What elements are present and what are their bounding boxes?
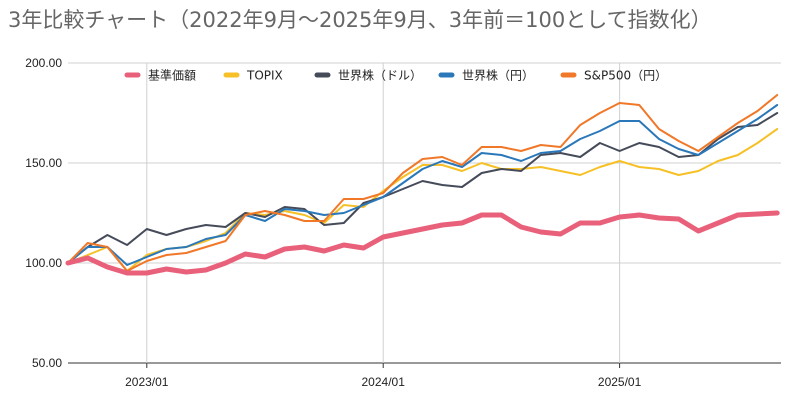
y-tick-label: 100.00	[25, 256, 62, 270]
legend: 基準価額 TOPIX 世界株（ドル） 世界株（円） S&P500（円）	[124, 68, 667, 83]
y-tick-label: 200.00	[25, 56, 62, 70]
legend-item-label: 基準価額	[148, 68, 196, 83]
series-layer	[65, 94, 780, 276]
y-tick-label: 50.00	[32, 356, 62, 370]
chart-title: 3年比較チャート（2022年9月〜2025年9月、3年前＝100として指数化）	[8, 8, 712, 32]
legend-item-label: S&P500（円）	[584, 69, 667, 83]
legend-item-label: TOPIX	[246, 69, 283, 83]
x-tick-label: 2024/01	[362, 375, 406, 389]
series-line-3	[67, 104, 779, 266]
axis-layer: 50.00 100.00 150.00 200.00 2023/01 2024/01 202…	[25, 56, 641, 389]
series-line-4	[67, 94, 779, 272]
series-line-0	[65, 210, 780, 276]
grid-layer	[68, 62, 781, 368]
series-line-2	[67, 112, 779, 264]
series-line-1	[67, 128, 779, 272]
x-tick-label: 2025/01	[598, 375, 642, 389]
x-tick-label: 2023/01	[125, 375, 169, 389]
legend-item-label: 世界株（円）	[462, 68, 534, 83]
legend-item-label: 世界株（ドル）	[338, 68, 422, 83]
y-tick-label: 150.00	[25, 156, 62, 170]
